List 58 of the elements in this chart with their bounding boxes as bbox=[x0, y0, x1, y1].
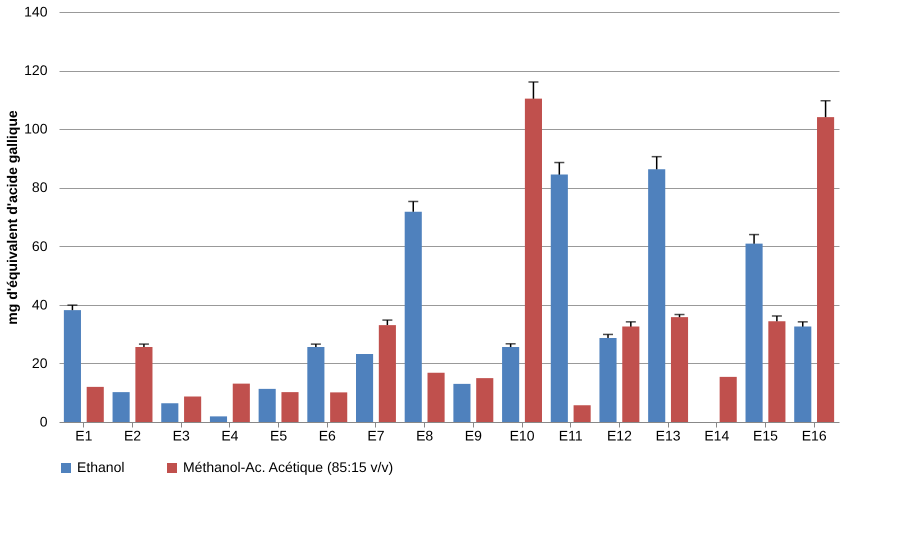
y-tick-label: 60 bbox=[32, 238, 48, 254]
bar bbox=[746, 244, 763, 422]
bar bbox=[502, 347, 520, 422]
bar bbox=[307, 347, 324, 422]
bar bbox=[476, 378, 494, 422]
bar bbox=[768, 321, 786, 422]
x-tick-label: E11 bbox=[558, 428, 583, 444]
x-tick-label: E3 bbox=[172, 428, 190, 444]
bar bbox=[258, 388, 276, 422]
bar bbox=[574, 405, 591, 422]
bar bbox=[232, 384, 250, 422]
x-tick-label: E4 bbox=[221, 428, 239, 444]
bar bbox=[428, 372, 445, 422]
bar bbox=[599, 338, 617, 422]
bar bbox=[404, 212, 422, 422]
bar bbox=[524, 98, 542, 422]
y-tick-label: 80 bbox=[32, 179, 48, 196]
y-tick-label: 20 bbox=[32, 354, 48, 371]
bar bbox=[622, 326, 640, 422]
bar bbox=[817, 117, 834, 422]
bar bbox=[112, 392, 130, 422]
bar bbox=[86, 386, 104, 422]
bar bbox=[281, 392, 299, 422]
bar bbox=[794, 326, 812, 422]
y-tick-label: 40 bbox=[32, 296, 48, 312]
y-tick-label: 140 bbox=[24, 4, 48, 20]
bar bbox=[161, 403, 178, 422]
x-tick-label: E6 bbox=[318, 428, 336, 444]
bar bbox=[670, 317, 688, 422]
x-tick-label: E5 bbox=[270, 428, 288, 444]
legend-label: Ethanol bbox=[77, 459, 124, 475]
x-tick-label: E16 bbox=[802, 428, 827, 444]
x-tick-label: E10 bbox=[510, 428, 535, 444]
bar bbox=[210, 416, 228, 422]
bar bbox=[550, 174, 568, 422]
y-tick-label: 100 bbox=[24, 120, 48, 137]
x-tick-label: E13 bbox=[656, 428, 681, 444]
y-tick-label: 120 bbox=[24, 62, 48, 78]
bar bbox=[648, 169, 666, 422]
bar bbox=[330, 392, 348, 422]
bar bbox=[356, 354, 374, 422]
x-tick-label: E8 bbox=[416, 428, 434, 444]
bar bbox=[720, 376, 737, 422]
x-tick-label: E2 bbox=[124, 428, 142, 444]
x-tick-label: E15 bbox=[753, 428, 778, 444]
legend-label: Méthanol-Ac. Acétique (85:15 v/v) bbox=[183, 459, 394, 475]
x-tick-label: E14 bbox=[704, 428, 730, 444]
bar bbox=[135, 347, 152, 422]
y-axis-title: mg d'équivalent d'acide gallique bbox=[4, 110, 20, 325]
bar bbox=[184, 396, 202, 422]
bar bbox=[453, 384, 470, 422]
x-tick-label: E9 bbox=[464, 428, 482, 444]
x-tick-label: E7 bbox=[367, 428, 385, 444]
bar bbox=[64, 310, 81, 422]
bar bbox=[378, 325, 396, 422]
x-tick-label: E12 bbox=[606, 428, 632, 444]
y-tick-label: 0 bbox=[40, 414, 48, 430]
x-tick-label: E1 bbox=[75, 428, 93, 444]
